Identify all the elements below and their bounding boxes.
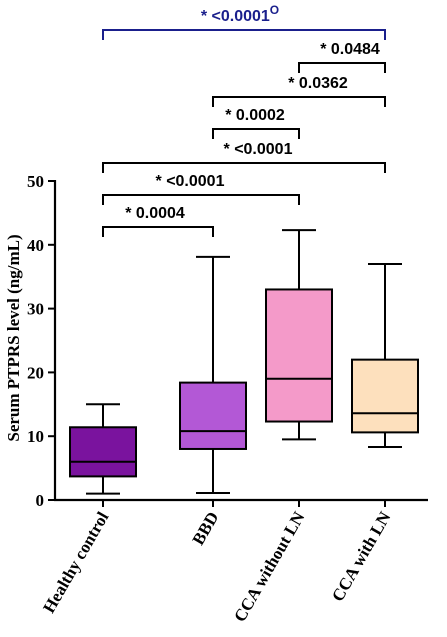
box-3 <box>265 229 333 441</box>
box-1 <box>69 403 137 495</box>
comparison-bracket: * 0.0362 <box>212 75 386 107</box>
y-axis-label: Serum PTPRS level (ng/mL) <box>4 234 23 441</box>
comparison-bracket: * <0.0001 <box>102 141 386 173</box>
x-tick-label: BBD <box>189 509 223 549</box>
comparison-brackets: * 0.0004 * <0.0001 * <0.0001 * 0.0002* 0.03… <box>102 3 386 237</box>
p-value-label: * 0.0002 <box>225 107 285 124</box>
iqr-box <box>179 381 247 450</box>
box-series <box>69 229 419 495</box>
box-4 <box>351 262 419 449</box>
iqr-box <box>265 288 333 423</box>
comparison-bracket: * 0.0002 <box>212 107 300 139</box>
comparison-bracket: * 0.0004 <box>102 205 214 237</box>
x-tick-label: CCA without LN <box>230 508 309 625</box>
y-tick-label: 0 <box>36 491 45 510</box>
p-value-label: * 0.0004 <box>125 205 185 222</box>
y-tick-label: 50 <box>27 172 44 191</box>
iqr-box <box>351 358 419 434</box>
bracket-line <box>102 29 386 40</box>
y-tick-label: 30 <box>27 300 44 319</box>
comparison-bracket: * 0.0484 <box>298 41 386 73</box>
bracket-line <box>102 226 214 237</box>
y-tick-label: 10 <box>27 427 44 446</box>
y-tick-label: 20 <box>27 363 44 382</box>
p-value-label: * 0.0362 <box>288 75 348 92</box>
bracket-line <box>212 128 300 139</box>
box-2 <box>179 255 247 494</box>
bracket-line <box>102 162 386 173</box>
bracket-line <box>212 96 386 107</box>
y-axis: 0 10 20 30 40 50 <box>27 172 57 510</box>
comparison-bracket: * <0.0001O <box>102 3 386 40</box>
p-value-label: * <0.0001 <box>224 141 293 158</box>
x-tick-label: CCA with LN <box>328 508 395 605</box>
p-value-superscript: O <box>270 3 279 17</box>
p-value-label: * 0.0484 <box>320 41 380 58</box>
x-axis: Healthy control BBD CCA without LN CCA with… <box>39 498 428 625</box>
y-tick-label: 40 <box>27 236 44 255</box>
iqr-box <box>69 426 137 478</box>
comparison-bracket: * <0.0001 <box>102 173 300 205</box>
x-tick-label: Healthy control <box>39 508 112 616</box>
p-value-label: * <0.0001 <box>156 173 225 190</box>
bracket-line <box>298 62 386 73</box>
bracket-line <box>102 194 300 205</box>
p-value-label: * <0.0001O <box>201 3 279 25</box>
